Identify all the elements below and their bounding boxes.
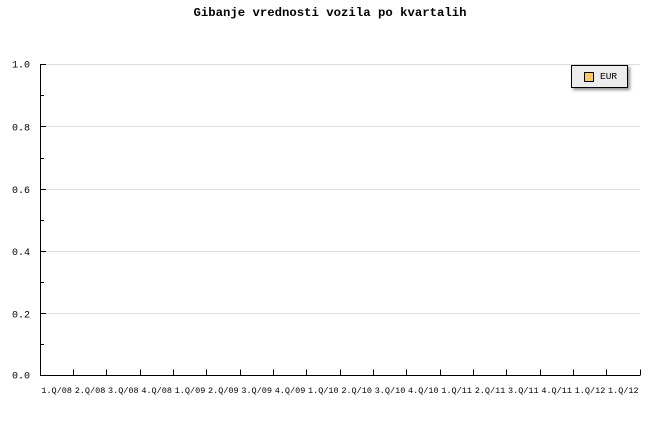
svg-text:4.Q/11: 4.Q/11: [541, 386, 572, 396]
svg-text:0.6: 0.6: [12, 186, 30, 197]
svg-text:1.Q/12: 1.Q/12: [575, 386, 606, 396]
svg-text:2.Q/08: 2.Q/08: [75, 386, 106, 396]
svg-text:2.Q/10: 2.Q/10: [341, 386, 372, 396]
svg-text:1.Q/08: 1.Q/08: [41, 386, 72, 396]
svg-text:3.Q/09: 3.Q/09: [241, 386, 272, 396]
svg-text:0.2: 0.2: [12, 310, 30, 321]
svg-text:1.Q/12: 1.Q/12: [608, 386, 639, 396]
svg-text:4.Q/08: 4.Q/08: [141, 386, 172, 396]
svg-text:3.Q/11: 3.Q/11: [508, 386, 539, 396]
svg-text:0.0: 0.0: [12, 372, 30, 383]
svg-text:0.8: 0.8: [12, 124, 30, 135]
svg-text:2.Q/11: 2.Q/11: [475, 386, 506, 396]
svg-text:1.Q/11: 1.Q/11: [441, 386, 472, 396]
svg-text:4.Q/09: 4.Q/09: [275, 386, 306, 396]
svg-text:0.4: 0.4: [12, 248, 30, 259]
svg-text:3.Q/08: 3.Q/08: [108, 386, 139, 396]
svg-text:4.Q/10: 4.Q/10: [408, 386, 439, 396]
svg-text:1.0: 1.0: [12, 61, 30, 72]
svg-text:1.Q/10: 1.Q/10: [308, 386, 339, 396]
svg-text:3.Q/10: 3.Q/10: [375, 386, 406, 396]
svg-text:2.Q/09: 2.Q/09: [208, 386, 239, 396]
svg-text:1.Q/09: 1.Q/09: [175, 386, 206, 396]
